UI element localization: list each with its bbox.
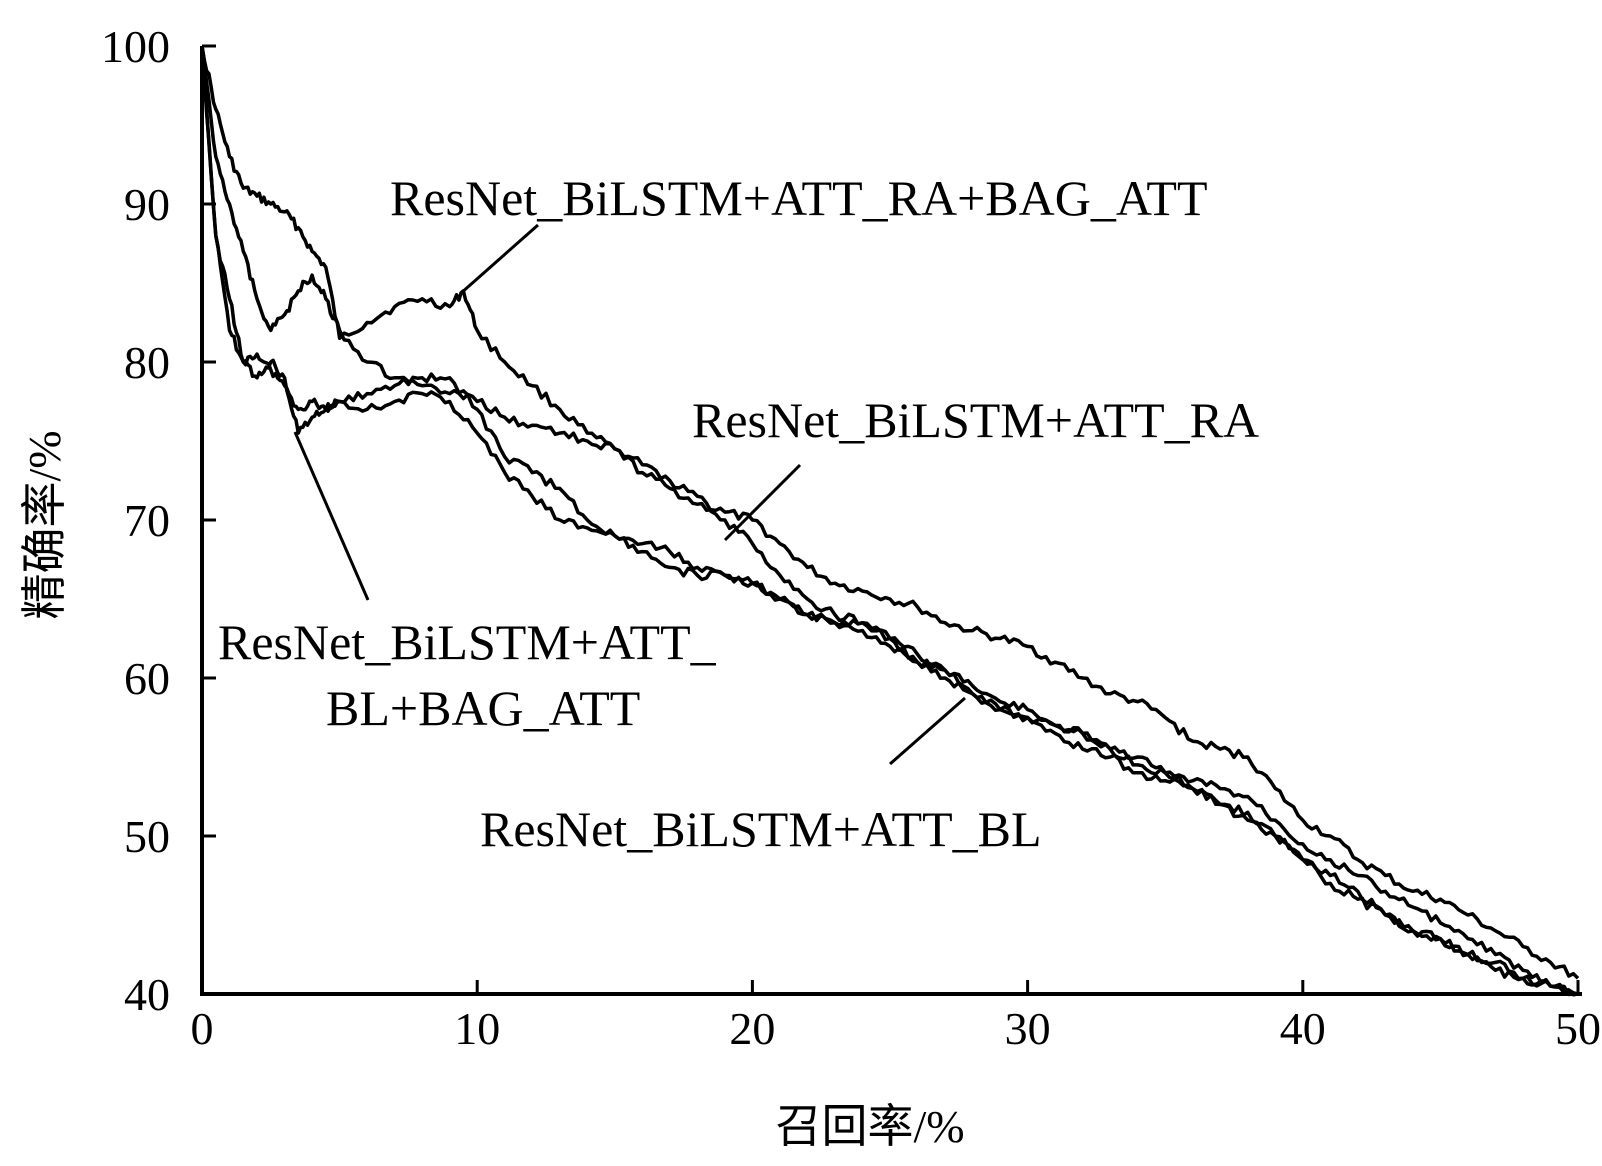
x-axis-title: 召回率/% xyxy=(775,1101,964,1152)
y-tick-label: 80 xyxy=(124,337,170,388)
series-lines xyxy=(200,45,1580,997)
y-tick-label: 70 xyxy=(124,495,170,546)
y-tick-label: 90 xyxy=(124,179,170,230)
x-tick-label: 50 xyxy=(1555,1003,1601,1054)
leader-line-bl-bag-att xyxy=(293,431,370,601)
series-line xyxy=(200,45,1580,980)
annotation-leaders xyxy=(293,223,966,766)
tick-labels: 0 10 20 30 40 50 40 50 60 70 80 90 100 xyxy=(101,21,1601,1054)
x-tick-label: 0 xyxy=(191,1003,214,1054)
series-line xyxy=(200,45,1579,997)
leader-line-ra-bag-att xyxy=(459,223,539,296)
y-tick-label: 60 xyxy=(124,653,170,704)
annotations: ResNet_BiLSTM+ATT_RA+BAG_ATT ResNet_BiLS… xyxy=(218,170,1259,857)
y-tick-label: 100 xyxy=(101,21,170,72)
annotation-bl: ResNet_BiLSTM+ATT_BL xyxy=(480,801,1042,857)
annotation-ra-bag-att: ResNet_BiLSTM+ATT_RA+BAG_ATT xyxy=(390,170,1208,226)
annotation-bl-bag-att-line1: ResNet_BiLSTM+ATT_ xyxy=(218,614,717,670)
x-tick-label: 20 xyxy=(729,1003,775,1054)
series-line xyxy=(200,45,1579,996)
x-tick-label: 10 xyxy=(454,1003,500,1054)
x-tick-label: 30 xyxy=(1005,1003,1051,1054)
y-axis-title: 精确率/% xyxy=(19,430,70,619)
y-tick-label: 50 xyxy=(124,811,170,862)
leader-line-bl xyxy=(889,696,966,766)
x-tick-label: 40 xyxy=(1280,1003,1326,1054)
leader-line-ra xyxy=(723,463,802,542)
annotation-bl-bag-att-line2: BL+BAG_ATT xyxy=(326,680,640,736)
annotation-ra: ResNet_BiLSTM+ATT_RA xyxy=(692,392,1259,448)
y-tick-label: 40 xyxy=(124,969,170,1020)
